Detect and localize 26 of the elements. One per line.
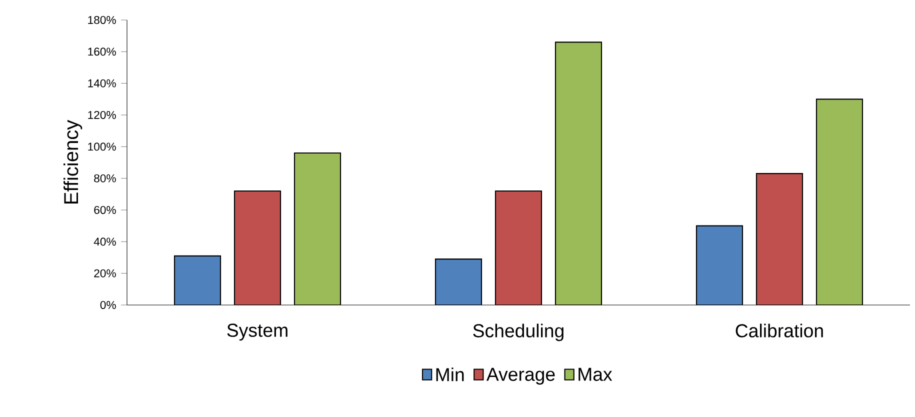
bar <box>174 255 222 305</box>
y-tick-label: 120% <box>88 110 116 119</box>
y-tick-label: 140% <box>88 79 116 88</box>
legend-label: Average <box>486 368 555 385</box>
x-tick-label: Scheduling <box>473 324 564 342</box>
y-tick-label: 0% <box>100 300 116 309</box>
y-tick-label: 180% <box>88 16 116 24</box>
bar <box>816 98 864 305</box>
legend-label: Min <box>436 368 464 382</box>
x-tick-label: System <box>227 324 288 341</box>
bar <box>756 173 804 305</box>
x-tick-label: Calibration <box>736 324 823 338</box>
y-tick-label: 80% <box>94 174 116 182</box>
y-tick-label: 60% <box>94 206 116 214</box>
bar <box>554 42 602 305</box>
y-tick-label: 160% <box>88 48 116 56</box>
bar <box>294 152 342 305</box>
bar <box>696 225 744 305</box>
legend-label: Max <box>578 368 612 381</box>
y-axis-title: Efficiency <box>64 120 82 204</box>
bar <box>434 258 482 305</box>
y-tick-label: 40% <box>94 238 116 246</box>
bar <box>234 190 282 305</box>
y-tick-label: 20% <box>94 269 116 278</box>
bar <box>494 190 542 305</box>
y-tick-label: 100% <box>88 142 116 151</box>
